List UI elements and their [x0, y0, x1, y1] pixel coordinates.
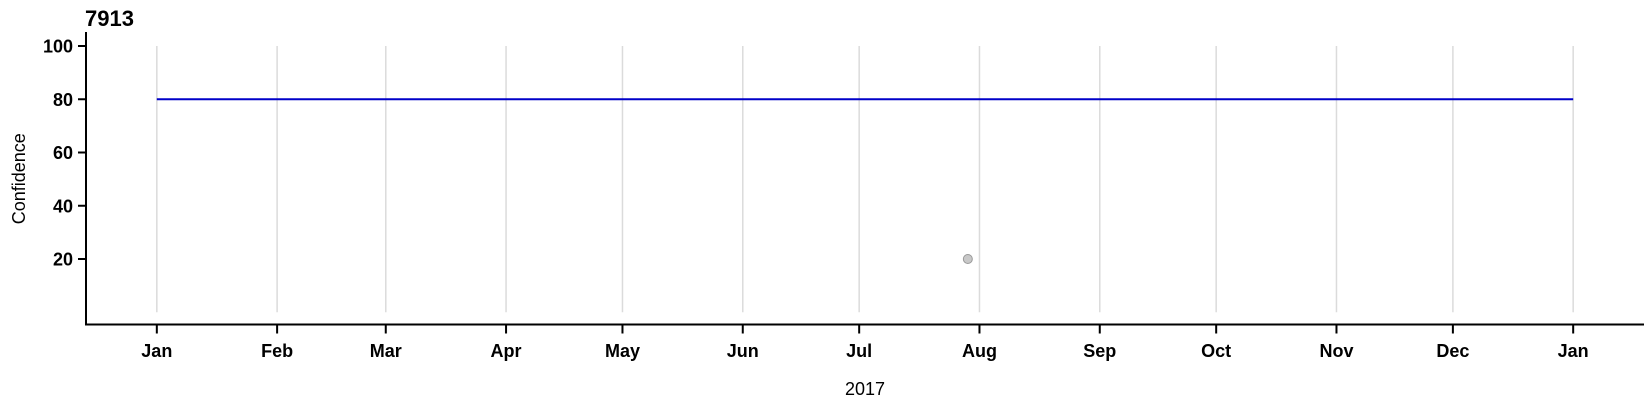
- y-tick-label: 40: [53, 196, 73, 216]
- y-tick-label: 60: [53, 143, 73, 163]
- x-tick-label: Nov: [1319, 341, 1353, 361]
- x-tick-label: Feb: [261, 341, 293, 361]
- x-tick-label: Jan: [1558, 341, 1589, 361]
- x-tick-label: Mar: [370, 341, 402, 361]
- x-tick-label: Sep: [1083, 341, 1116, 361]
- x-tick-label: Jun: [727, 341, 759, 361]
- y-axis-title: Confidence: [9, 133, 29, 224]
- x-tick-label: Oct: [1201, 341, 1231, 361]
- x-tick-label: Jan: [141, 341, 172, 361]
- x-tick-label: Apr: [491, 341, 522, 361]
- x-axis-title: 2017: [845, 379, 885, 399]
- y-tick-label: 80: [53, 90, 73, 110]
- x-tick-label: Jul: [846, 341, 872, 361]
- y-tick-label: 100: [43, 37, 73, 57]
- y-tick-label: 20: [53, 250, 73, 270]
- outlier-point: [962, 254, 973, 264]
- x-tick-label: Dec: [1436, 341, 1469, 361]
- x-tick-label: May: [605, 341, 640, 361]
- x-tick-label: Aug: [962, 341, 997, 361]
- chart-title: 7913: [85, 6, 134, 31]
